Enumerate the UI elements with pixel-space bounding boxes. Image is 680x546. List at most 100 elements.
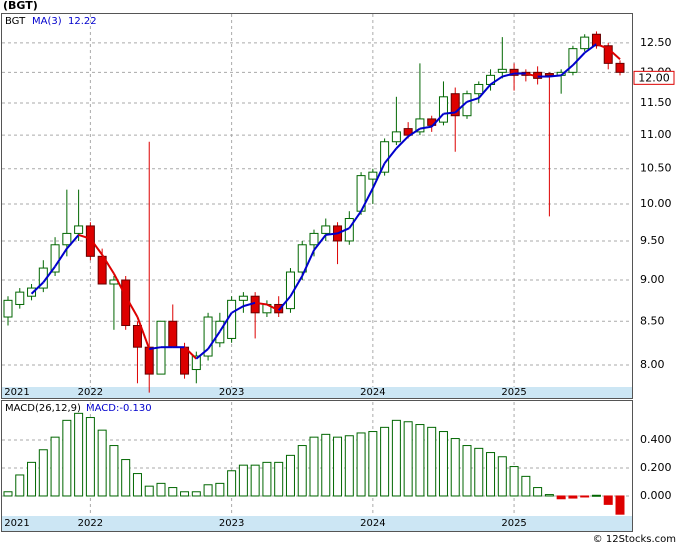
macd-bar	[203, 484, 213, 497]
macd-title: MACD(26,12,9)	[5, 403, 81, 414]
macd-bar	[227, 470, 237, 497]
macd-bar	[450, 438, 460, 497]
ma-segment	[596, 43, 609, 50]
ma-segment	[149, 346, 162, 350]
ma-segment	[195, 348, 209, 360]
x-tick-label: 2025	[501, 518, 526, 529]
x-tick-label: 2024	[360, 518, 385, 529]
candle-body	[74, 225, 84, 234]
candle-body	[497, 68, 507, 73]
ma-segment	[337, 227, 350, 235]
ma-segment	[478, 83, 492, 99]
ma-segment	[301, 249, 315, 277]
candle-body	[615, 62, 625, 73]
legend-ma-value: 12.22	[68, 16, 97, 27]
macd-bar	[591, 494, 601, 497]
candle-body	[27, 287, 37, 297]
candle-body	[403, 128, 413, 136]
macd-bar	[380, 426, 390, 497]
chart-title: (BGT)	[3, 0, 38, 12]
macd-bar	[132, 473, 142, 497]
macd-bar	[615, 495, 625, 515]
ma-segment	[572, 52, 586, 66]
ma-segment	[466, 97, 480, 103]
price-tag-label: 12.00	[638, 71, 670, 84]
x-tick-label: 2023	[219, 518, 244, 529]
macd-bar	[38, 449, 48, 497]
y-tick-label: 12.50	[640, 36, 672, 49]
ma-segment	[325, 232, 338, 236]
macd-bar	[274, 461, 284, 497]
date-strip	[2, 387, 632, 398]
macd-bar	[403, 421, 413, 497]
ma-segment	[454, 101, 468, 114]
ma-segment	[607, 47, 621, 60]
ma-segment	[525, 72, 538, 78]
macd-bar	[27, 461, 37, 497]
ma-segment	[124, 295, 139, 318]
macd-bar	[415, 424, 425, 497]
macd-bar	[391, 419, 401, 497]
x-tick-label: 2021	[4, 387, 29, 398]
macd-bar	[438, 431, 448, 497]
y-tick-label: 11.50	[640, 96, 672, 109]
candle-body	[62, 232, 72, 246]
macd-bar	[250, 464, 260, 497]
macd-bar	[3, 491, 13, 497]
y-tick-label: 0.400	[640, 433, 672, 446]
y-tick-label: 10.50	[640, 162, 672, 175]
x-tick-label: 2022	[78, 387, 103, 398]
macd-bar	[74, 412, 84, 497]
candle-body	[391, 131, 401, 143]
y-tick-label: 8.50	[640, 314, 665, 327]
candle-body	[438, 96, 448, 123]
x-tick-label: 2022	[78, 518, 103, 529]
macd-bar	[462, 445, 472, 497]
date-strip	[2, 516, 632, 531]
ma-segment	[78, 233, 91, 240]
y-tick-label: 9.00	[640, 273, 665, 286]
y-tick-label: 9.50	[640, 234, 665, 247]
ma-segment	[549, 74, 562, 78]
ma-segment	[113, 273, 127, 297]
ma-segment	[395, 135, 409, 150]
y-tick-label: 8.00	[640, 358, 665, 371]
ma-segment	[584, 43, 598, 54]
macd-bar	[580, 495, 590, 498]
candle-body	[474, 83, 484, 95]
macd-bar	[168, 487, 178, 497]
macd-bar	[121, 459, 131, 497]
candle-body	[15, 291, 25, 305]
candle-body	[227, 299, 237, 339]
candle-body	[238, 295, 248, 301]
ma-segment	[560, 64, 574, 77]
macd-bar	[156, 482, 166, 497]
x-tick-label: 2024	[360, 387, 385, 398]
ma-segment	[289, 275, 304, 297]
candle-body	[321, 225, 331, 234]
ma-segment	[136, 316, 151, 350]
ma-segment	[54, 248, 68, 268]
candle-body	[580, 36, 590, 50]
ma-segment	[502, 72, 515, 78]
ma-segment	[183, 346, 198, 360]
y-tick-label: 0.000	[640, 489, 672, 502]
y-tick-label: 11.00	[640, 128, 672, 141]
candle-body	[544, 73, 554, 76]
macd-bar	[15, 474, 25, 497]
macd-bar	[497, 456, 507, 497]
price-tag	[633, 70, 675, 85]
candle-body	[509, 68, 519, 76]
macd-bar	[521, 475, 531, 497]
macd-bar	[486, 452, 496, 497]
macd-bar	[533, 487, 543, 497]
ma-segment	[383, 147, 398, 164]
ma-segment	[66, 234, 80, 250]
candle-body	[85, 225, 95, 257]
macd-bar	[262, 461, 272, 497]
ma-segment	[371, 162, 386, 189]
ma-segment	[430, 113, 445, 128]
ma-segment	[266, 303, 280, 312]
macd-legend: MACD:-0.130	[86, 403, 152, 414]
